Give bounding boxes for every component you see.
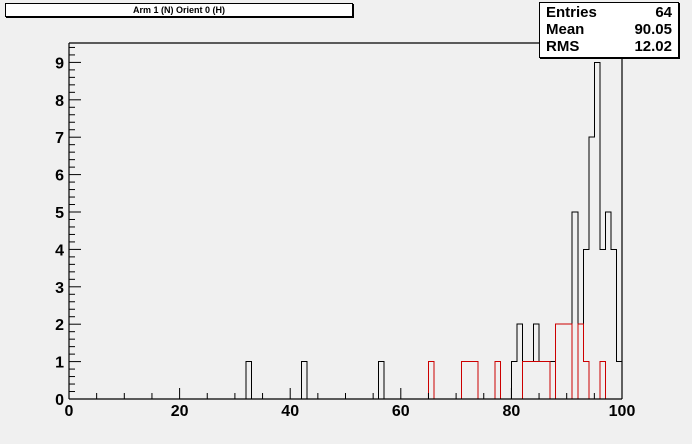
y-tick-label: 1 [55,355,64,372]
x-tick-label: 100 [609,403,636,420]
x-tick-label: 20 [171,403,189,420]
stats-row-entries: Entries 64 [546,4,672,22]
stats-label: RMS [546,38,580,55]
plot-area [69,43,622,399]
y-tick-label: 5 [55,205,64,222]
stats-box: Entries 64 Mean 90.05 RMS 12.02 [539,2,679,58]
x-tick-label: 40 [281,403,299,420]
x-tick-label: 0 [65,403,74,420]
y-tick-label: 8 [55,93,64,110]
stats-value: 64 [655,4,672,21]
y-tick-label: 2 [55,317,64,334]
y-tick-label: 6 [55,168,64,185]
stats-value: 12.02 [634,38,672,55]
stats-value: 90.05 [634,21,672,38]
y-tick-label: 3 [55,280,64,297]
stats-label: Entries [546,4,597,21]
stats-row-mean: Mean 90.05 [546,21,672,39]
y-tick-label: 0 [55,392,64,409]
x-tick-label: 80 [503,403,521,420]
histogram-title: Arm 1 (N) Orient 0 (H) [5,3,353,17]
x-tick-label: 60 [392,403,410,420]
stats-row-rms: RMS 12.02 [546,38,672,56]
stats-label: Mean [546,21,585,38]
y-tick-label: 4 [55,242,64,259]
y-tick-label: 7 [55,130,64,147]
y-tick-label: 9 [55,55,64,72]
